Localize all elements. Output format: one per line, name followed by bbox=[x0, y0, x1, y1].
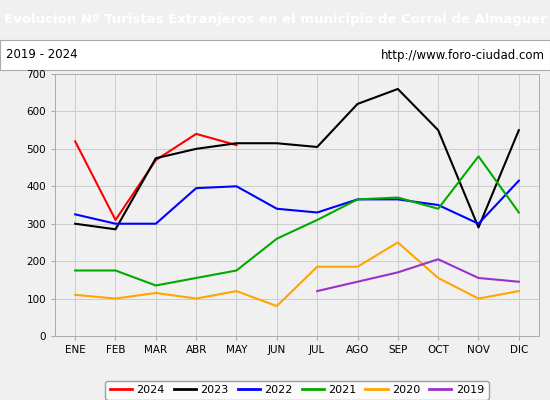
Legend: 2024, 2023, 2022, 2021, 2020, 2019: 2024, 2023, 2022, 2021, 2020, 2019 bbox=[106, 381, 488, 400]
Text: http://www.foro-ciudad.com: http://www.foro-ciudad.com bbox=[381, 48, 544, 62]
Text: Evolucion Nº Turistas Extranjeros en el municipio de Corral de Almaguer: Evolucion Nº Turistas Extranjeros en el … bbox=[3, 14, 547, 26]
Text: 2019 - 2024: 2019 - 2024 bbox=[6, 48, 77, 62]
